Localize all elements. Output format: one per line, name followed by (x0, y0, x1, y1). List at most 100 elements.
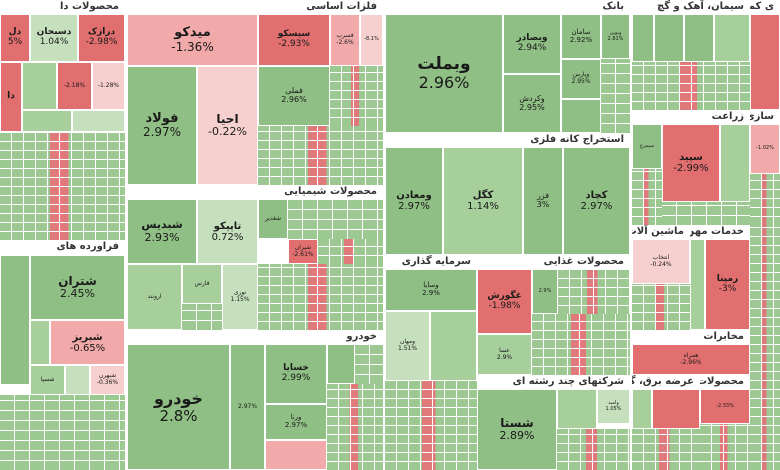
sector-title[interactable]: زراعت (632, 110, 750, 124)
stock-cell[interactable]: فولاد 2.97% (127, 66, 197, 185)
stock-cell[interactable]: میدکو -1.36% (127, 14, 258, 66)
stock-cell[interactable]: ارونند (127, 264, 182, 330)
stock-cell[interactable]: خسایا 2.99% (265, 344, 327, 404)
small-stock-tiles[interactable] (0, 395, 125, 470)
sector-title[interactable]: محصولات دا (0, 0, 125, 14)
sector-title[interactable]: ماشین آلات (632, 225, 690, 239)
stock-cell[interactable]: -1.02% (750, 124, 780, 174)
stock-cell[interactable]: ونوین 2.81% (601, 14, 630, 59)
stock-cell[interactable]: 2.97% (230, 344, 265, 470)
stock-cell[interactable] (65, 365, 90, 395)
stock-cell[interactable]: سامان 2.92% (561, 14, 601, 59)
stock-cell[interactable]: غگورش -1.98% (477, 269, 532, 334)
small-stock-tiles[interactable] (532, 314, 630, 375)
small-stock-tiles[interactable] (258, 126, 383, 185)
stock-cell[interactable]: -2.18% (57, 62, 92, 110)
stock-cell[interactable]: سیمرغ (632, 124, 662, 169)
sector-title[interactable]: سازی (750, 110, 780, 124)
small-stock-tiles[interactable] (632, 169, 662, 225)
stock-cell[interactable]: شغدیر (258, 199, 288, 239)
small-stock-tiles[interactable] (288, 199, 383, 239)
small-stock-tiles[interactable] (385, 381, 477, 470)
sector-title[interactable]: عرضه برق، گاز (632, 375, 700, 389)
stock-cell[interactable]: وامید 1.05% (597, 389, 630, 424)
stock-cell[interactable]: رمپنا -3% (705, 239, 750, 330)
stock-cell[interactable]: ومهان 1.51% (385, 311, 430, 381)
sector-title[interactable]: سیمان، آهک و گچ (632, 0, 750, 14)
small-stock-tiles[interactable] (558, 269, 630, 314)
stock-cell[interactable]: فزر 3% (523, 147, 563, 255)
small-stock-tiles[interactable] (632, 429, 700, 470)
stock-cell[interactable]: کگل 1.14% (443, 147, 523, 255)
stock-cell[interactable] (22, 110, 72, 132)
stock-cell[interactable]: تاپیکو 0.72% (197, 199, 258, 264)
small-stock-tiles[interactable] (355, 344, 383, 384)
small-stock-tiles[interactable] (0, 132, 125, 240)
small-stock-tiles[interactable] (330, 66, 383, 126)
stock-cell[interactable]: انتخاب -0.24% (632, 239, 690, 284)
stock-cell[interactable] (557, 389, 597, 429)
stock-cell[interactable] (750, 14, 780, 110)
stock-cell[interactable]: -8.1% (360, 14, 383, 66)
sector-title[interactable]: خودرو (127, 330, 383, 344)
stock-cell[interactable]: وپارس 2.95% (561, 59, 601, 99)
sector-title[interactable]: بانک (385, 0, 630, 14)
stock-cell[interactable]: شسپا (30, 365, 65, 395)
stock-cell[interactable]: وسایا 2.9% (385, 269, 477, 311)
stock-cell[interactable]: احیا -0.22% (197, 66, 258, 185)
small-stock-tiles[interactable] (258, 264, 383, 330)
stock-cell[interactable] (714, 14, 750, 62)
small-stock-tiles[interactable] (318, 239, 383, 264)
small-stock-tiles[interactable] (632, 284, 690, 330)
stock-cell[interactable] (652, 389, 700, 429)
sector-title[interactable]: استخراج کانه فلزی (385, 133, 630, 147)
sector-title[interactable]: ی کمکی (750, 0, 780, 14)
small-stock-tiles[interactable] (327, 384, 383, 470)
stock-cell[interactable]: دا (0, 62, 22, 132)
stock-cell[interactable]: 2.9% (532, 269, 558, 314)
sector-title[interactable]: فلزات اساسی (127, 0, 383, 14)
stock-cell[interactable]: کچاد 2.97% (563, 147, 630, 255)
small-stock-tiles[interactable] (601, 59, 630, 133)
stock-cell[interactable]: شبریز -0.65% (50, 320, 125, 365)
stock-cell[interactable] (654, 14, 684, 62)
stock-cell[interactable]: دل 5% (0, 14, 30, 62)
stock-cell[interactable]: شستا 2.89% (477, 389, 557, 470)
sector-title[interactable]: فراورده های (0, 240, 125, 254)
small-stock-tiles[interactable] (750, 174, 780, 225)
sector-title[interactable]: شرکتهای چند رشته ای (477, 375, 630, 389)
stock-cell[interactable]: فسرب -2.6% (330, 14, 360, 66)
stock-cell[interactable]: سیسکو -2.93% (258, 14, 330, 66)
small-stock-tiles[interactable] (700, 424, 750, 470)
stock-cell[interactable]: وکردش 2.95% (503, 74, 561, 133)
sector-title[interactable]: سرمایه گذاری (385, 255, 477, 269)
small-stock-tiles[interactable] (557, 429, 630, 470)
stock-cell[interactable] (265, 440, 327, 470)
stock-cell[interactable] (72, 110, 125, 132)
sector-title[interactable]: محصولات غذایی (477, 255, 630, 269)
stock-cell[interactable]: شبهرن -0.36% (90, 365, 125, 395)
stock-cell[interactable]: ورنا 2.97% (265, 404, 327, 440)
stock-cell[interactable] (690, 239, 705, 330)
sector-title[interactable]: محصولات (700, 375, 750, 389)
small-stock-tiles[interactable] (182, 304, 222, 330)
small-stock-tiles[interactable] (750, 225, 780, 470)
stock-cell[interactable] (30, 320, 50, 365)
stock-cell[interactable]: درازک -2.98% (78, 14, 125, 62)
sector-title[interactable]: مخابرات (632, 330, 750, 344)
stock-cell[interactable] (720, 124, 750, 202)
stock-cell[interactable]: فملی 2.96% (258, 66, 330, 126)
stock-cell[interactable]: وبصادر 2.94% (503, 14, 561, 74)
stock-cell[interactable]: همراه -2.96% (632, 344, 750, 375)
stock-cell[interactable] (430, 311, 477, 381)
stock-cell[interactable]: نوری 1.15% (222, 264, 258, 330)
stock-cell[interactable] (561, 99, 601, 133)
stock-cell[interactable]: عسا 2.9% (477, 334, 532, 375)
stock-cell[interactable] (327, 344, 355, 384)
stock-cell[interactable]: وبملت 2.96% (385, 14, 503, 133)
stock-cell[interactable]: دسبحان 1.04% (30, 14, 78, 62)
stock-cell[interactable]: سپید -2.99% (662, 124, 720, 202)
stock-cell[interactable] (632, 389, 652, 429)
stock-cell[interactable]: شیران -2.61% (288, 239, 318, 264)
small-stock-tiles[interactable] (632, 62, 750, 110)
